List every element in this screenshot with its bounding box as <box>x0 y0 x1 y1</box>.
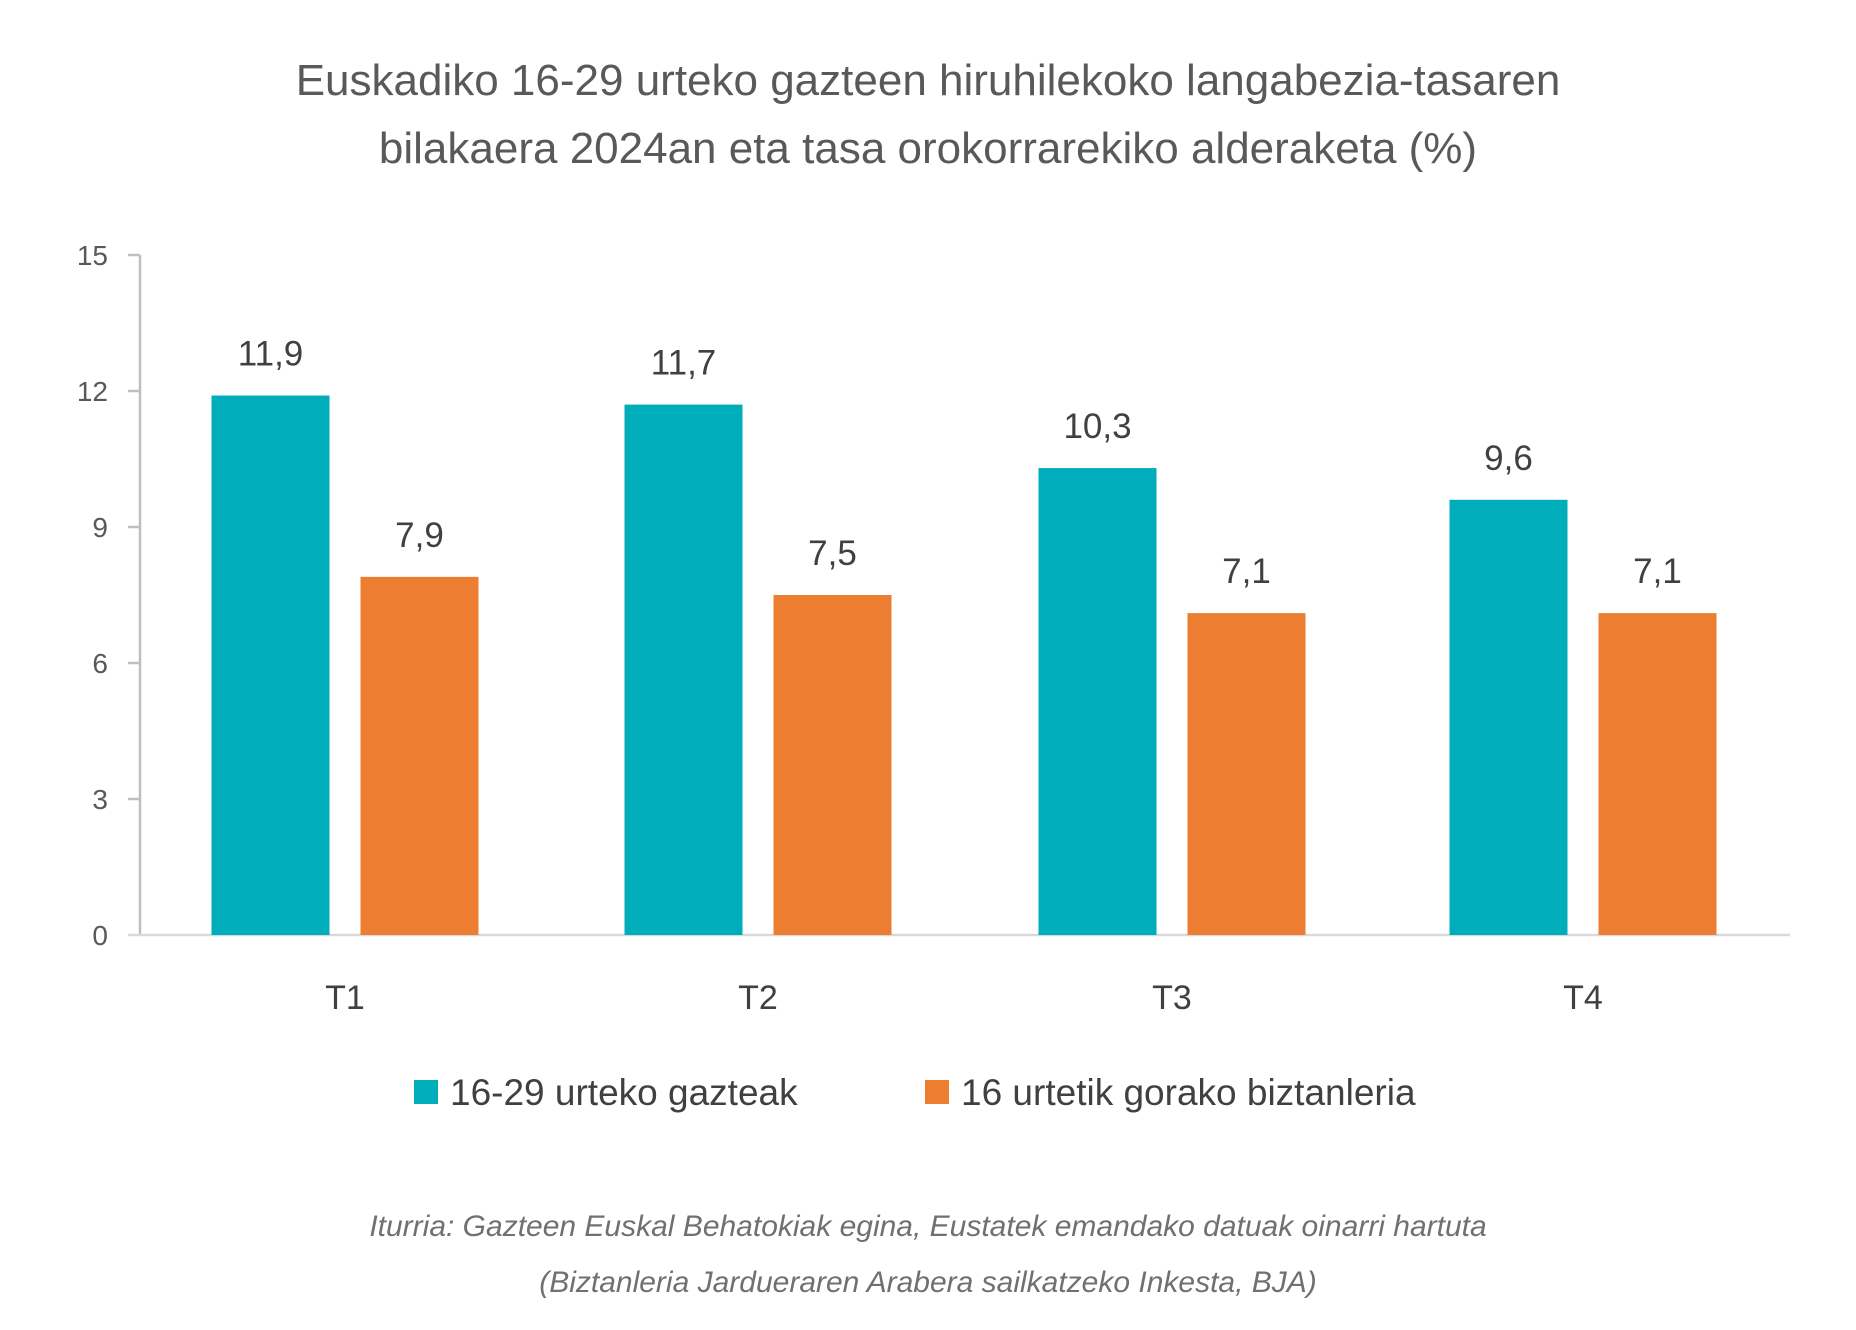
x-tick-label: T3 <box>1152 979 1192 1017</box>
source-line-1: Iturria: Gazteen Euskal Behatokiak egina… <box>369 1210 1486 1243</box>
y-tick-label: 6 <box>92 648 108 679</box>
y-tick-label: 15 <box>77 240 108 271</box>
data-label: 11,7 <box>651 344 717 383</box>
data-label: 7,1 <box>1222 552 1271 591</box>
legend: 16-29 urteko gazteak 16 urtetik gorako b… <box>414 1072 1416 1113</box>
bar-youth-T2 <box>624 404 743 936</box>
bar-youth-T4 <box>1449 499 1568 935</box>
legend-swatch-youth <box>414 1080 438 1104</box>
bar-youth-T1 <box>211 395 330 935</box>
data-label: 9,6 <box>1484 439 1533 478</box>
x-tick-label: T1 <box>325 979 365 1017</box>
data-label: 7,5 <box>808 534 857 573</box>
legend-label-youth: 16-29 urteko gazteak <box>450 1072 798 1113</box>
y-tick-label: 3 <box>92 784 108 815</box>
data-label: 7,9 <box>395 516 444 555</box>
legend-swatch-total <box>925 1080 949 1104</box>
y-tick-label: 12 <box>77 376 108 407</box>
bar-total-T3 <box>1187 613 1306 935</box>
data-label: 7,1 <box>1633 552 1682 591</box>
source-line-2: (Biztanleria Jardueraren Arabera sailkat… <box>539 1266 1317 1299</box>
y-tick-label: 9 <box>92 512 108 543</box>
chart-title-line-2: bilakaera 2024an eta tasa orokorrarekiko… <box>379 124 1477 173</box>
bar-total-T4 <box>1598 613 1717 935</box>
x-tick-label: T4 <box>1563 979 1603 1017</box>
data-label: 11,9 <box>238 335 304 374</box>
legend-label-total: 16 urtetik gorako biztanleria <box>961 1072 1416 1113</box>
bar-youth-T3 <box>1038 468 1157 935</box>
data-label: 10,3 <box>1063 407 1131 446</box>
bar-total-T1 <box>360 576 479 935</box>
y-tick-label: 0 <box>92 920 108 951</box>
x-tick-label: T2 <box>738 979 778 1017</box>
bar-total-T2 <box>773 595 892 935</box>
chart-title-line-1: Euskadiko 16-29 urteko gazteen hiruhilek… <box>296 56 1561 105</box>
